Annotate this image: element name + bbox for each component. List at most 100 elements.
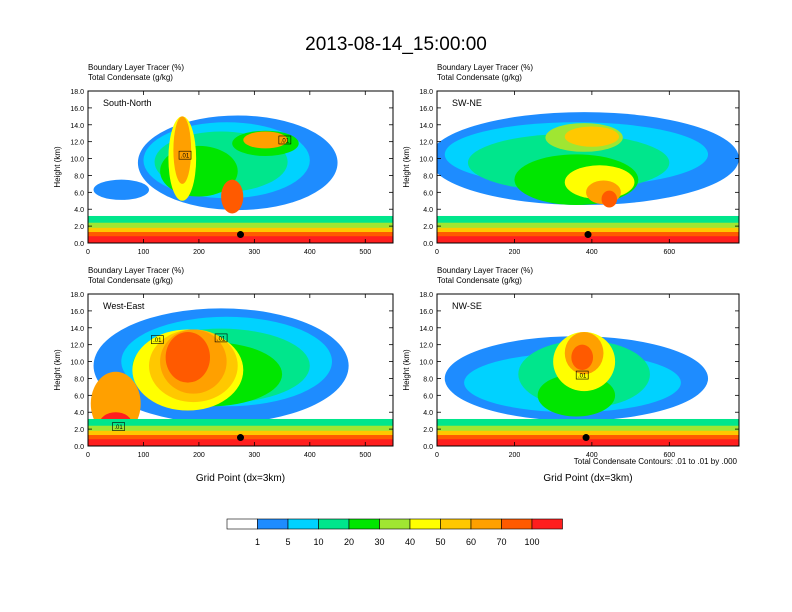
y-tick-label: 8.0 (74, 173, 84, 180)
contour-label: .01 (112, 422, 125, 431)
panel-sw-ne: 0.0 2.0 4.0 6.0 8.0 10.0 12.0 14.0 16.0 18.0 0 200 4… (402, 63, 740, 256)
contour-label: .01 (151, 335, 164, 344)
x-tick-label: 300 (249, 249, 261, 256)
y-tick-label: 6.0 (423, 393, 433, 400)
y-tick-label: 14.0 (70, 326, 84, 333)
boundary-layer-band (437, 236, 739, 243)
colorbar-swatch (501, 518, 533, 530)
colorbar-swatch (409, 518, 441, 530)
header-tracer: Boundary Layer Tracer (%) (88, 266, 184, 275)
y-axis-label: Height (km) (53, 349, 62, 391)
panel-label: South-North (103, 98, 152, 108)
figure-title: 2013-08-14_15:00:00 (305, 34, 487, 55)
y-tick-label: 16.0 (70, 106, 84, 113)
x-tick-label: 100 (138, 452, 150, 459)
panel-label: West-East (103, 301, 145, 311)
y-tick-label: 0.0 (74, 444, 84, 451)
colorbar-label: 70 (496, 537, 506, 547)
tracer-region (571, 344, 594, 371)
x-tick-label: 100 (138, 249, 150, 256)
contour-label: .01 (178, 150, 192, 160)
colorbar-swatch (318, 518, 350, 530)
colorbar-label: 1 (255, 537, 260, 547)
y-tick-label: 12.0 (70, 343, 84, 350)
svg-text:.01: .01 (281, 138, 290, 144)
y-tick-label: 0.0 (74, 241, 84, 248)
x-tick-label: 400 (304, 249, 316, 256)
location-marker (582, 434, 590, 442)
y-tick-label: 0.0 (423, 241, 433, 248)
header-tracer: Boundary Layer Tracer (%) (437, 63, 533, 72)
panel-south-north: 0.0 2.0 4.0 6.0 8.0 10.0 12.0 14.0 16.0 18.0 0 100 2… (53, 63, 394, 256)
colorbar-label: 40 (405, 537, 415, 547)
contour-label: .01 (575, 370, 589, 380)
x-tick-label: 200 (509, 452, 521, 459)
panel-label: SW-NE (452, 98, 482, 108)
y-tick-label: 8.0 (74, 376, 84, 383)
y-tick-label: 8.0 (423, 173, 433, 180)
y-tick-label: 12.0 (70, 140, 84, 147)
y-tick-label: 12.0 (419, 140, 433, 147)
colorbar-swatch (226, 518, 258, 530)
colorbar-label: 30 (374, 537, 384, 547)
svg-text:.01: .01 (578, 374, 587, 380)
y-tick-label: 8.0 (423, 376, 433, 383)
x-axis-label: Grid Point (dx=3km) (543, 473, 632, 484)
x-tick-label: 0 (86, 249, 90, 256)
header-tracer: Boundary Layer Tracer (%) (437, 266, 533, 275)
header-condensate: Total Condensate (g/kg) (88, 73, 173, 82)
colorbar-swatch (287, 518, 319, 530)
tracer-field (437, 294, 739, 446)
colorbar-swatch (379, 518, 411, 530)
y-tick-label: 6.0 (74, 393, 84, 400)
tracer-region (564, 126, 619, 147)
tracer-region (165, 332, 210, 383)
footnote: Total Condensate Contours: .01 to .01 by… (574, 457, 738, 466)
y-tick-label: 14.0 (419, 326, 433, 333)
svg-text:.01: .01 (114, 425, 123, 431)
panel-west-east: 0.0 2.0 4.0 6.0 8.0 10.0 12.0 14.0 16.0 18.0 0 100 2… (53, 266, 394, 484)
x-tick-label: 400 (304, 452, 316, 459)
y-tick-label: 2.0 (74, 427, 84, 434)
tracer-field (88, 294, 393, 446)
y-axis-label: Height (km) (53, 146, 62, 188)
y-tick-label: 4.0 (74, 207, 84, 214)
colorbar-swatch (531, 518, 563, 530)
colorbar-label: 50 (435, 537, 445, 547)
location-marker (237, 434, 244, 442)
x-tick-label: 300 (249, 452, 261, 459)
colorbar-swatch (348, 518, 380, 530)
boundary-layer-band (437, 439, 739, 446)
x-axis-label: Grid Point (dx=3km) (196, 473, 285, 484)
svg-text:.01: .01 (217, 336, 226, 342)
y-tick-label: 10.0 (419, 157, 433, 164)
y-tick-label: 14.0 (419, 123, 433, 130)
boundary-layer-band (88, 236, 393, 243)
colorbar-swatch (257, 518, 289, 530)
svg-text:.01: .01 (181, 154, 190, 160)
y-tick-label: 10.0 (70, 360, 84, 367)
y-tick-label: 4.0 (74, 410, 84, 417)
plot-frame (87, 293, 394, 447)
tracer-region (243, 131, 288, 149)
tracer-region (173, 116, 192, 184)
x-tick-label: 0 (435, 452, 439, 459)
tracer-region (221, 179, 244, 214)
y-tick-label: 18.0 (70, 292, 84, 299)
colorbar-label: 10 (313, 537, 323, 547)
header-condensate: Total Condensate (g/kg) (437, 73, 522, 82)
y-tick-label: 4.0 (423, 207, 433, 214)
y-tick-label: 18.0 (70, 89, 84, 96)
location-marker (237, 231, 244, 239)
plot-frame (436, 90, 740, 244)
plot-frame (436, 293, 740, 447)
y-tick-label: 16.0 (70, 309, 84, 316)
header-condensate: Total Condensate (g/kg) (88, 276, 173, 285)
y-axis-label: Height (km) (402, 349, 411, 391)
y-tick-label: 0.0 (423, 444, 433, 451)
tracer-region (601, 190, 618, 208)
y-tick-label: 2.0 (423, 427, 433, 434)
colorbar-label: 100 (524, 537, 539, 547)
y-tick-label: 12.0 (419, 343, 433, 350)
x-tick-label: 200 (509, 249, 521, 256)
